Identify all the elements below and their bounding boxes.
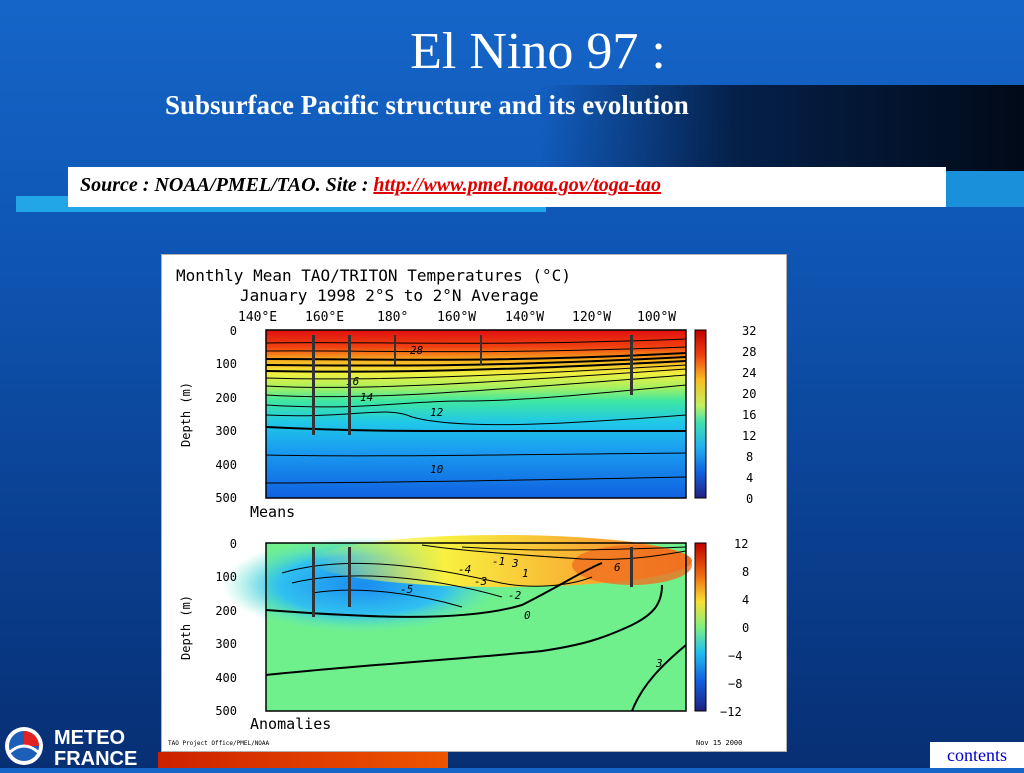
depth-tick: 200 xyxy=(215,391,237,405)
means-panel: 28 16 14 12 10 0 100 200 300 400 xyxy=(179,324,756,521)
figure-footer-right: Nov 15 2000 xyxy=(696,739,742,747)
anom-colorbar-tick: −4 xyxy=(728,649,742,663)
figure-footer-left: TAO Project Office/PMEL/NOAA xyxy=(168,740,270,747)
means-colorbar-tick: 8 xyxy=(746,450,753,464)
lon-label: 160°E xyxy=(305,310,344,325)
lon-label: 160°W xyxy=(437,310,476,325)
logo-line2: FRANCE xyxy=(54,748,137,768)
means-contour-label: 12 xyxy=(430,406,444,419)
means-contour-label: 28 xyxy=(410,344,424,357)
tao-temperature-figure: Monthly Mean TAO/TRITON Temperatures (°C… xyxy=(161,254,787,752)
depth-tick: 500 xyxy=(215,491,237,505)
anom-contour-label: -5 xyxy=(400,583,413,596)
means-colorbar-tick: 28 xyxy=(742,345,756,359)
means-colorbar-tick: 4 xyxy=(746,471,753,485)
depth-tick: 0 xyxy=(230,324,237,338)
bottom-accent-strip xyxy=(158,752,448,768)
means-colorbar-tick: 20 xyxy=(742,387,756,401)
depth-tick: 400 xyxy=(215,458,237,472)
depth-tick: 100 xyxy=(215,357,237,371)
anom-colorbar-tick: 0 xyxy=(742,621,749,635)
source-label: Source : NOAA/PMEL/TAO. Site : xyxy=(80,174,374,196)
slide-title: El Nino 97 : xyxy=(410,23,666,80)
anom-colorbar-tick: 4 xyxy=(742,593,749,607)
longitude-labels: 140°E 160°E 180° 160°W 140°W 120°W 100°W xyxy=(238,310,676,325)
anom-contour-label: 3 xyxy=(655,657,663,670)
means-colorbar-tick: 16 xyxy=(742,408,756,422)
source-link[interactable]: http://www.pmel.noaa.gov/toga-tao xyxy=(373,174,661,196)
lon-label: 140°E xyxy=(238,310,277,325)
anomalies-label: Anomalies xyxy=(250,715,331,733)
depth-tick: 300 xyxy=(215,424,237,438)
anom-colorbar-tick: 8 xyxy=(742,565,749,579)
meteo-france-logo: METEO FRANCE xyxy=(2,722,157,770)
anom-colorbar-tick: 12 xyxy=(734,537,748,551)
header-dark-band xyxy=(540,85,1024,173)
anom-contour-label: -3 xyxy=(474,575,487,588)
anom-depth-axis-label: Depth (m) xyxy=(179,595,193,660)
means-colorbar-tick: 24 xyxy=(742,366,756,380)
depth-tick: 500 xyxy=(215,704,237,718)
figure-title-line2: January 1998 2°S to 2°N Average xyxy=(240,286,539,305)
decorative-bar-right xyxy=(946,171,1024,207)
anom-station-markers xyxy=(312,547,633,617)
lon-label: 180° xyxy=(377,310,408,325)
anom-contour-label: 1 xyxy=(522,567,529,580)
lon-label: 140°W xyxy=(505,310,544,325)
figure-title-line1: Monthly Mean TAO/TRITON Temperatures (°C… xyxy=(176,266,571,285)
logo-line1: METEO xyxy=(54,727,125,749)
lon-label: 120°W xyxy=(572,310,611,325)
anom-contour-label: -2 xyxy=(508,589,522,602)
means-colorbar-tick: 0 xyxy=(746,492,753,506)
means-contour-label: 10 xyxy=(430,463,444,476)
lon-label: 100°W xyxy=(637,310,676,325)
anom-colorbar-tick: −12 xyxy=(720,705,742,719)
anom-contour-label: -4 xyxy=(458,563,471,576)
means-depth-axis-label: Depth (m) xyxy=(179,382,193,447)
contents-button[interactable]: contents xyxy=(930,742,1024,768)
anom-contour-label: 6 xyxy=(614,561,621,574)
depth-tick: 100 xyxy=(215,570,237,584)
anom-contour-label: -1 xyxy=(492,555,505,568)
anom-colorbar-tick: −8 xyxy=(728,677,742,691)
depth-tick: 400 xyxy=(215,671,237,685)
depth-tick: 0 xyxy=(230,537,237,551)
means-station-markers xyxy=(312,335,633,435)
means-label: Means xyxy=(250,503,295,521)
depth-tick: 300 xyxy=(215,637,237,651)
means-colorbar-tick: 32 xyxy=(742,324,756,338)
anomalies-panel: -5 -4 -3 -2 -1 0 1 3 6 3 0 100 200 xyxy=(179,535,749,733)
source-box: Source : NOAA/PMEL/TAO. Site : http://ww… xyxy=(68,167,946,207)
means-colorbar-tick: 12 xyxy=(742,429,756,443)
depth-tick: 200 xyxy=(215,604,237,618)
anom-contour-label: 3 xyxy=(511,557,519,570)
slide-subtitle: Subsurface Pacific structure and its evo… xyxy=(165,90,689,120)
means-contour-label: 14 xyxy=(360,391,373,404)
anom-contour-label: 0 xyxy=(524,609,531,622)
